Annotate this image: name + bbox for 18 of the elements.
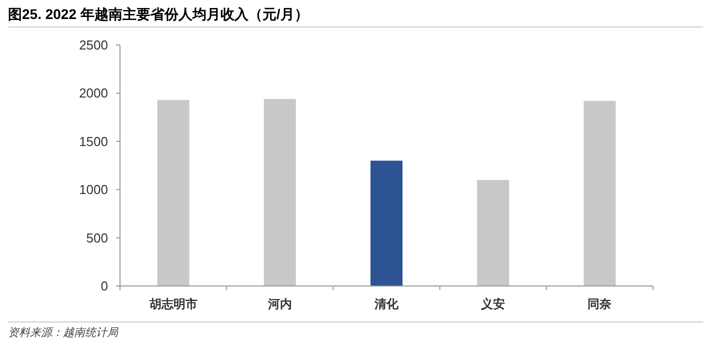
bar (477, 180, 510, 286)
x-tick-label: 义安 (480, 297, 506, 311)
y-tick-label: 1500 (79, 134, 108, 149)
x-tick-label: 清化 (374, 297, 400, 311)
chart-title: 图25. 2022 年越南主要省份人均月收入（元/月） (8, 6, 308, 22)
x-tick-label: 河内 (266, 297, 292, 311)
text: 资料来源：越南统计局 (8, 326, 119, 339)
x-tick-label: 同奈 (588, 297, 613, 311)
bar (584, 100, 616, 286)
bar (264, 98, 296, 286)
bar (157, 100, 190, 286)
y-tick-label: 500 (86, 230, 108, 246)
y-tick-label: 2500 (79, 38, 108, 52)
x-tick-label: 胡志明市 (148, 297, 198, 311)
y-tick-label: 1000 (79, 182, 108, 198)
y-tick-label: 0 (100, 278, 108, 294)
y-tick-label: 2000 (79, 86, 108, 101)
bar (370, 160, 402, 286)
